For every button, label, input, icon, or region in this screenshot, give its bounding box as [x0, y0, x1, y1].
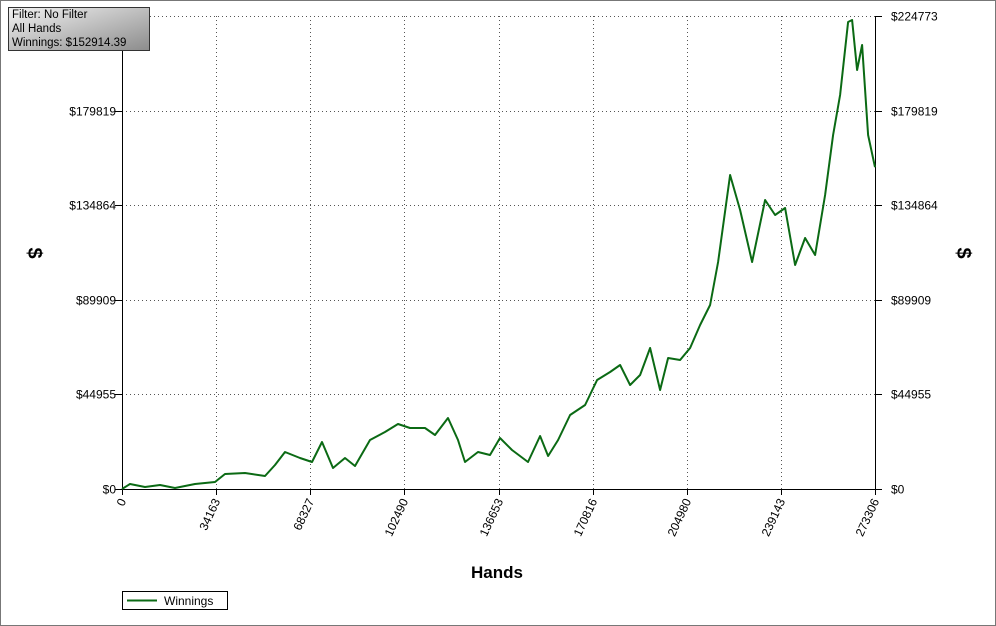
y2-tick-label: $179819: [891, 105, 938, 119]
legend: Winnings: [122, 591, 228, 610]
legend-label: Winnings: [164, 594, 213, 608]
legend-box: [122, 591, 228, 610]
y2-tick-label: $44955: [891, 388, 931, 402]
y2-axis-label: $: [952, 247, 974, 258]
y2-tick-label: $0: [891, 483, 905, 497]
info-line: All Hands: [12, 23, 61, 35]
info-box: Filter: No Filter All Hands Winnings: $1…: [8, 7, 150, 51]
y-tick-label: $179819: [69, 105, 116, 119]
y-tick-label: $44955: [76, 388, 116, 402]
y-tick-label: $134864: [69, 199, 116, 213]
series-line: [121, 19, 876, 490]
y-tick-label: $0: [103, 483, 117, 497]
y-tick-label: $89909: [76, 294, 116, 308]
info-box-bg: [8, 7, 150, 51]
y2-tick-label: $224773: [891, 10, 938, 24]
x-axis-label: Hands: [471, 563, 523, 582]
info-line: Filter: No Filter: [12, 9, 88, 21]
y-axis-label: $: [23, 247, 45, 258]
info-line: Winnings: $152914.39: [12, 37, 126, 49]
y2-tick-label: $89909: [891, 294, 931, 308]
y2-tick-label: $134864: [891, 199, 938, 213]
